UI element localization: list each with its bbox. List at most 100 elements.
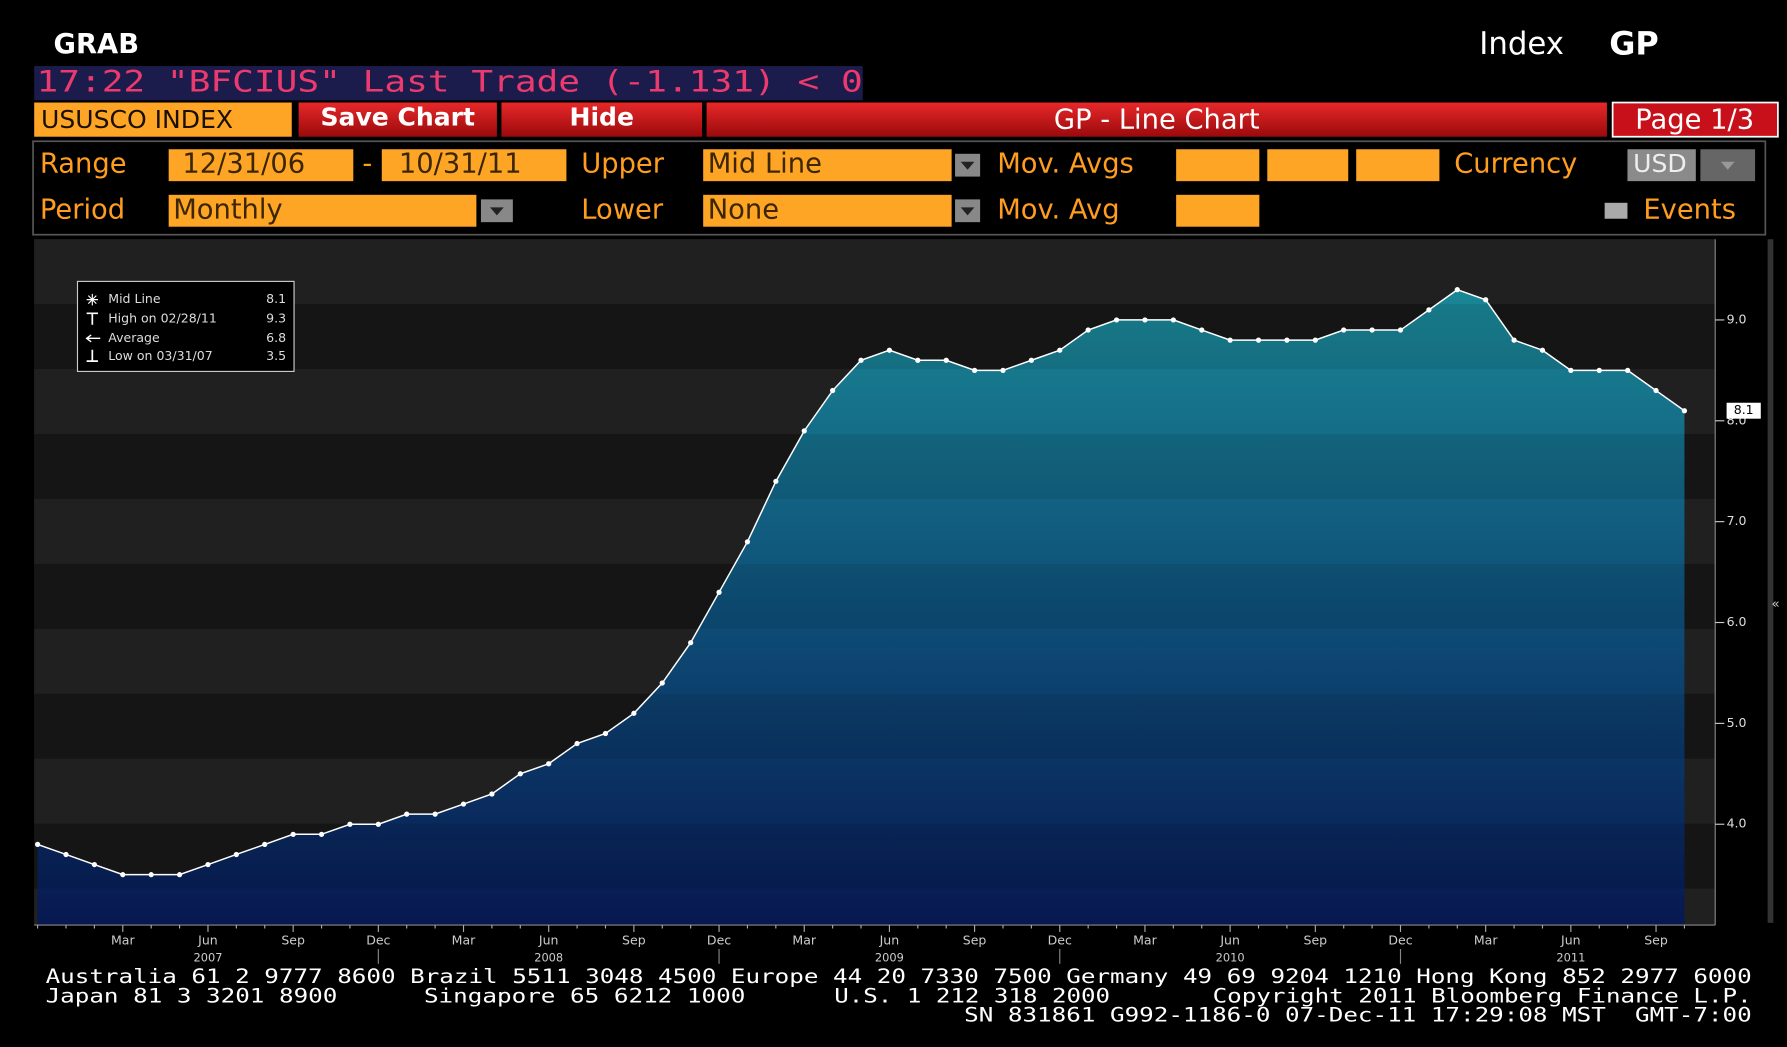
point	[1454, 287, 1460, 293]
point	[574, 740, 580, 747]
upper-select[interactable]	[703, 149, 952, 182]
x-tick-label: Jun	[1560, 933, 1581, 948]
point	[1199, 327, 1205, 333]
point	[205, 861, 211, 868]
currency-select[interactable]	[1627, 149, 1696, 182]
point	[688, 640, 694, 646]
x-tick-label: Mar	[792, 933, 816, 948]
mov-avg-input[interactable]	[1267, 149, 1349, 182]
point	[489, 791, 495, 797]
lower-value: None	[708, 194, 779, 225]
legend-icon	[85, 334, 101, 343]
scrollbar[interactable]	[1767, 239, 1774, 923]
events-checkbox[interactable]	[1604, 202, 1628, 219]
point	[432, 811, 438, 817]
point	[517, 771, 523, 777]
y-tick-label: 4.0	[1727, 816, 1747, 831]
point	[318, 831, 325, 837]
y-tick-label: 7.0	[1727, 513, 1747, 528]
y-tick-label: 9.0	[1727, 311, 1747, 326]
point	[1625, 367, 1631, 373]
ticker-line: 17:22 "BFCIUS" Last Trade (-1.131) < 0	[36, 65, 862, 99]
arrow-icon	[960, 161, 975, 170]
hide-button[interactable]	[501, 102, 703, 137]
security-name: USUSCO INDEX	[41, 105, 233, 134]
point	[1284, 337, 1290, 343]
plot-stripe	[34, 239, 1716, 305]
security-box[interactable]	[34, 102, 292, 137]
arrow-icon	[490, 207, 504, 216]
point	[1255, 337, 1262, 343]
range-label: Range	[40, 149, 127, 180]
x-tick-label: Dec	[707, 933, 731, 948]
x-tick-label: Mar	[1474, 933, 1498, 948]
range-end-input[interactable]	[381, 149, 567, 182]
lower-select[interactable]	[703, 194, 952, 227]
point	[943, 357, 949, 363]
point	[1653, 387, 1659, 394]
period-value: Monthly	[173, 194, 282, 225]
security-type: Index	[1479, 26, 1564, 62]
range-start-input[interactable]	[168, 149, 354, 182]
page-button[interactable]	[1611, 101, 1779, 138]
x-tick-label: Sep	[1644, 933, 1668, 948]
legend-box	[76, 280, 295, 372]
arrow-icon	[1720, 161, 1735, 170]
mov-avg-label: Mov. Avg	[997, 194, 1119, 225]
collapse-icon[interactable]: «	[1771, 596, 1779, 612]
x-tick-label: Dec	[1048, 933, 1072, 948]
x-tick-label: Jun	[538, 933, 559, 948]
lower-label: Lower	[581, 194, 664, 225]
x-tick-label: Jun	[1219, 933, 1240, 948]
point	[120, 872, 126, 878]
period-select[interactable]	[168, 194, 477, 227]
mov-avg-input[interactable]	[1356, 149, 1440, 182]
save-button-label: Save Chart	[321, 102, 475, 131]
x-tick-label: Mar	[452, 933, 476, 948]
point	[602, 730, 609, 737]
save-button[interactable]	[298, 102, 497, 137]
x-tick-label: Mar	[111, 933, 135, 948]
events-label: Events	[1643, 194, 1736, 225]
point	[404, 811, 410, 817]
point	[830, 387, 836, 394]
point	[1000, 367, 1006, 373]
hide-button-label: Hide	[570, 102, 634, 131]
point	[915, 357, 921, 363]
point	[148, 872, 154, 878]
point	[1341, 327, 1347, 333]
point	[375, 821, 381, 827]
footer-line: Australia 61 2 9777 8600 Brazil 5511 304…	[46, 965, 1752, 988]
area	[37, 289, 1685, 926]
point	[176, 872, 183, 878]
x-tick-label: Sep	[281, 933, 305, 948]
chart-title: GP - Line Chart	[1054, 104, 1260, 135]
point	[1681, 408, 1688, 414]
point	[971, 367, 978, 373]
legend-value: 6.8	[266, 330, 286, 345]
y-tick-label: 6.0	[1727, 614, 1747, 629]
point	[1227, 337, 1233, 343]
title-bar	[706, 102, 1607, 137]
mov-avg-input[interactable]	[1176, 149, 1260, 182]
point	[1057, 347, 1063, 353]
arrow-icon	[960, 207, 975, 216]
x-tick-label: Mar	[1133, 933, 1157, 948]
x-tick-label: Sep	[622, 933, 646, 948]
point	[1142, 317, 1148, 323]
legend-value: 8.1	[266, 291, 286, 306]
x-tick-label: Sep	[1304, 933, 1328, 948]
point	[1397, 327, 1404, 333]
footer-contact: U.S. 1 212 318 2000	[834, 984, 1110, 1007]
header-title: GRAB	[54, 29, 139, 60]
point	[1113, 317, 1120, 323]
point	[1596, 367, 1602, 373]
mov-avg-input[interactable]	[1176, 194, 1260, 227]
upper-value: Mid Line	[708, 149, 822, 180]
point	[716, 589, 722, 595]
point	[659, 680, 665, 686]
y-tick-label: 5.0	[1727, 715, 1747, 730]
last-value-tag	[1726, 402, 1761, 419]
point	[858, 357, 864, 363]
